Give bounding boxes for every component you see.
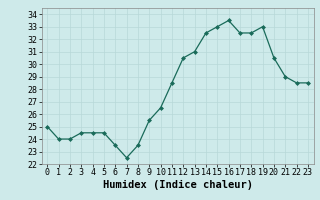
X-axis label: Humidex (Indice chaleur): Humidex (Indice chaleur) xyxy=(103,180,252,190)
